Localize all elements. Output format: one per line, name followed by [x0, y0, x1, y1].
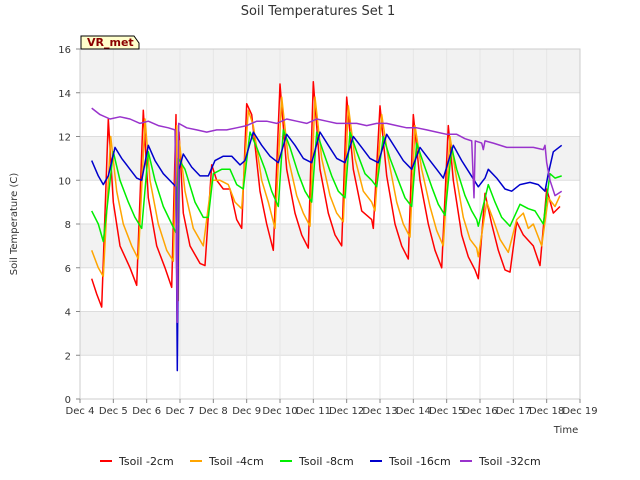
legend-label: Tsoil -16cm	[388, 455, 451, 468]
plot-band	[80, 136, 580, 181]
series-lines	[90, 81, 563, 372]
x-tick-label: Dec 13	[362, 406, 397, 417]
station-badge: VR_met	[80, 35, 140, 50]
x-tick-label: Dec 12	[329, 406, 364, 417]
y-tick-label: 6	[65, 264, 71, 275]
series-line-4	[91, 131, 563, 372]
legend: Tsoil -2cm Tsoil -4cm Tsoil -8cm Tsoil -16c…	[100, 455, 541, 468]
legend-label: Tsoil -8cm	[298, 455, 354, 468]
y-tick-label: 4	[65, 308, 71, 319]
x-tick-label: Dec 6	[132, 406, 161, 417]
badge-label: VR_met	[87, 36, 134, 49]
y-tick-label: 10	[58, 176, 71, 187]
x-tick-label: Dec 4	[66, 406, 95, 417]
series-line-2	[90, 96, 561, 302]
series-line-3	[91, 129, 562, 243]
x-tick-label: Dec 18	[529, 406, 564, 417]
plot-band	[80, 311, 580, 356]
plot-band	[80, 267, 580, 312]
x-tick-label: Dec 10	[262, 406, 297, 417]
x-tick-label: Dec 8	[199, 406, 228, 417]
legend-label: Tsoil -4cm	[208, 455, 264, 468]
chart-title: Soil Temperatures Set 1	[241, 4, 396, 19]
x-axis-label: Time	[553, 425, 578, 436]
y-tick-label: 12	[58, 133, 71, 144]
series-line-5	[91, 107, 563, 324]
x-axis-ticks: Dec 4 Dec 5 Dec 6 Dec 7 Dec 8 Dec 9 Dec 10Dec …	[66, 399, 598, 417]
x-tick-label: Dec 15	[429, 406, 464, 417]
plot-band	[80, 49, 580, 93]
x-tick-label: Dec 14	[396, 406, 431, 417]
y-axis-label: Soil Temperature (C)	[9, 173, 20, 276]
x-tick-label: Dec 9	[232, 406, 261, 417]
x-tick-label: Dec 19	[562, 406, 597, 417]
y-tick-label: 2	[65, 351, 71, 362]
y-tick-label: 14	[58, 89, 71, 100]
x-tick-label: Dec 7	[166, 406, 195, 417]
plot-band	[80, 92, 580, 137]
gridlines	[79, 48, 581, 400]
x-tick-label: Dec 17	[496, 406, 531, 417]
legend-label: Tsoil -32cm	[478, 455, 541, 468]
y-tick-label: 0	[65, 395, 71, 406]
plot-band	[80, 355, 580, 399]
plot-background-bands	[80, 49, 580, 399]
y-tick-label: 16	[58, 45, 71, 56]
x-tick-label: Dec 16	[462, 406, 497, 417]
legend-label: Tsoil -2cm	[118, 455, 174, 468]
y-tick-label: 8	[65, 220, 71, 231]
y-axis-ticks: 0 2 4 6 8 10 12 14 16	[58, 45, 80, 406]
x-tick-label: Dec 11	[296, 406, 331, 417]
x-tick-label: Dec 5	[99, 406, 128, 417]
badge-box	[80, 35, 140, 50]
